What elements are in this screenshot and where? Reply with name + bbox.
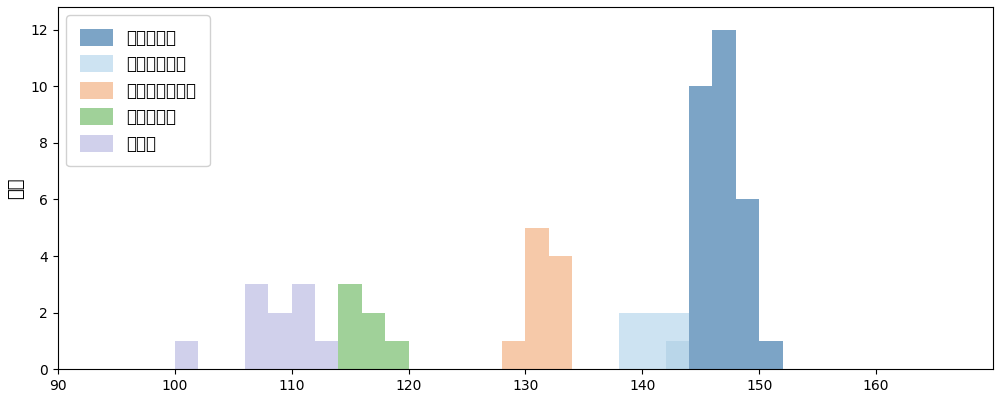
Bar — [292, 284, 315, 369]
Bar — [525, 228, 549, 369]
Y-axis label: 球数: 球数 — [7, 177, 25, 199]
Bar — [619, 313, 642, 369]
Bar — [385, 341, 409, 369]
Bar — [175, 341, 198, 369]
Bar — [338, 284, 362, 369]
Bar — [245, 284, 268, 369]
Bar — [689, 86, 712, 369]
Legend: ストレート, カットボール, チェンジアップ, スライダー, カーブ: ストレート, カットボール, チェンジアップ, スライダー, カーブ — [66, 15, 210, 166]
Bar — [642, 313, 666, 369]
Bar — [315, 341, 338, 369]
Bar — [268, 313, 292, 369]
Bar — [736, 200, 759, 369]
Bar — [666, 341, 689, 369]
Bar — [712, 30, 736, 369]
Bar — [666, 313, 689, 369]
Bar — [549, 256, 572, 369]
Bar — [362, 313, 385, 369]
Bar — [502, 341, 525, 369]
Bar — [759, 341, 783, 369]
